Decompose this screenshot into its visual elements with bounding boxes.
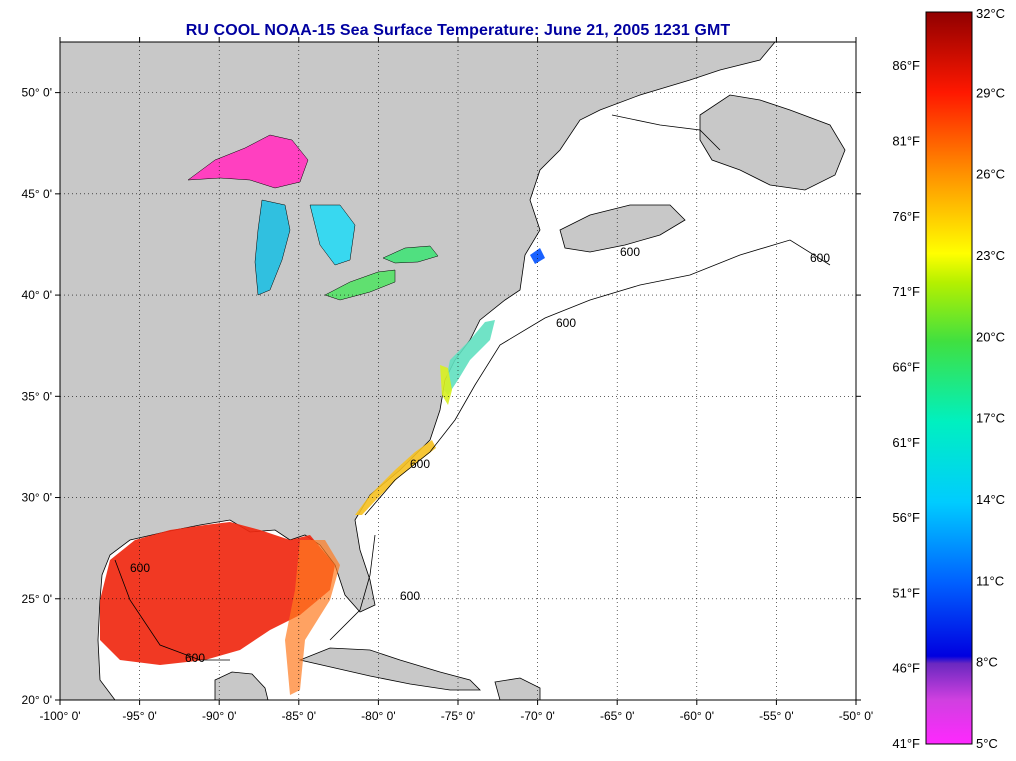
colorbar-celsius-label: 8°C bbox=[976, 655, 998, 670]
colorbar-fahrenheit-label: 76°F bbox=[892, 209, 920, 224]
isobath-label: 600 bbox=[400, 589, 420, 603]
colorbar-fahrenheit-label: 46°F bbox=[892, 661, 920, 676]
sst-mid-atlantic bbox=[444, 320, 495, 395]
x-tick-label: -60° 0' bbox=[680, 709, 714, 723]
isobath-contour bbox=[114, 114, 831, 661]
y-tick-label: 45° 0' bbox=[22, 187, 52, 201]
colorbar-celsius-label: 29°C bbox=[976, 85, 1005, 100]
x-tick-label: -95° 0' bbox=[122, 709, 156, 723]
map-title: RU COOL NOAA-15 Sea Surface Temperature:… bbox=[185, 22, 731, 39]
land-cuba bbox=[298, 647, 481, 691]
colorbar-fahrenheit-label: 56°F bbox=[892, 510, 920, 525]
sst-southeast-coast bbox=[355, 440, 436, 515]
gridlines bbox=[60, 42, 856, 700]
isobath-label: 600 bbox=[810, 251, 830, 265]
longitude-axis: -100° 0' -95° 0' -90° 0' -85° 0' -80° 0' -75°… bbox=[39, 37, 873, 723]
colorbar-fahrenheit-label: 61°F bbox=[892, 435, 920, 450]
colorbar-fahrenheit-label: 51°F bbox=[892, 585, 920, 600]
colorbar-celsius-label: 17°C bbox=[976, 411, 1005, 426]
colorbar-celsius-label: 23°C bbox=[976, 248, 1005, 263]
x-tick-label: -75° 0' bbox=[441, 709, 475, 723]
x-tick-label: -65° 0' bbox=[600, 709, 634, 723]
x-tick-label: -50° 0' bbox=[839, 709, 873, 723]
x-tick-label: -55° 0' bbox=[759, 709, 793, 723]
y-tick-label: 35° 0' bbox=[22, 389, 52, 403]
colorbar-fahrenheit-label: 66°F bbox=[892, 359, 920, 374]
x-tick-label: -80° 0' bbox=[361, 709, 395, 723]
colorbar bbox=[925, 11, 973, 745]
lake-michigan bbox=[254, 199, 291, 296]
y-tick-label: 20° 0' bbox=[22, 693, 52, 707]
colorbar-celsius-label: 11°C bbox=[976, 573, 1004, 588]
land-yucatan bbox=[214, 671, 269, 700]
y-tick-label: 30° 0' bbox=[22, 491, 52, 505]
sst-gulf-of-mexico bbox=[100, 522, 335, 665]
lake-superior bbox=[187, 134, 309, 189]
colorbar-fahrenheit-label: 71°F bbox=[892, 284, 920, 299]
colorbar-fahrenheit-label: 86°F bbox=[892, 58, 920, 73]
colorbar-labels: 32°C 29°C 26°C 23°C 20°C 17°C 14°C 11°C 8°C 5°C 86… bbox=[892, 6, 1005, 751]
latitude-axis: 20° 0' 25° 0' 30° 0' 35° 0' 40° 0' 45° 0' 50° … bbox=[22, 86, 861, 707]
land-newfoundland bbox=[699, 94, 846, 191]
isobath-label: 600 bbox=[556, 316, 576, 330]
isobath-label: 600 bbox=[130, 561, 150, 575]
x-tick-label: -100° 0' bbox=[39, 709, 80, 723]
colorbar-fahrenheit-label: 41°F bbox=[892, 736, 920, 751]
x-tick-label: -85° 0' bbox=[282, 709, 316, 723]
land-nova-scotia bbox=[559, 204, 686, 253]
isobath-label: 600 bbox=[185, 651, 205, 665]
land-hispaniola bbox=[494, 677, 541, 700]
x-tick-label: -70° 0' bbox=[520, 709, 554, 723]
lake-erie bbox=[324, 269, 396, 301]
lake-huron bbox=[309, 204, 356, 266]
y-tick-label: 25° 0' bbox=[22, 592, 52, 606]
isobath-label: 600 bbox=[410, 457, 430, 471]
colorbar-celsius-label: 20°C bbox=[976, 329, 1005, 344]
x-tick-label: -90° 0' bbox=[202, 709, 236, 723]
sst-chesapeake bbox=[440, 365, 452, 405]
y-tick-label: 50° 0' bbox=[22, 86, 52, 100]
map-plot: 600 600 600 600 600 600 600 bbox=[60, 42, 856, 700]
colorbar-fahrenheit-label: 81°F bbox=[892, 134, 920, 149]
colorbar-celsius-label: 5°C bbox=[976, 736, 998, 751]
land-north-america bbox=[60, 42, 776, 700]
colorbar-celsius-label: 26°C bbox=[976, 167, 1005, 182]
sst-gulf-of-maine bbox=[530, 248, 545, 264]
isobath-label: 600 bbox=[620, 245, 640, 259]
colorbar-celsius-label: 32°C bbox=[976, 6, 1005, 21]
colorbar-celsius-label: 14°C bbox=[976, 492, 1005, 507]
lake-ontario bbox=[382, 245, 439, 264]
y-tick-label: 40° 0' bbox=[22, 288, 52, 302]
